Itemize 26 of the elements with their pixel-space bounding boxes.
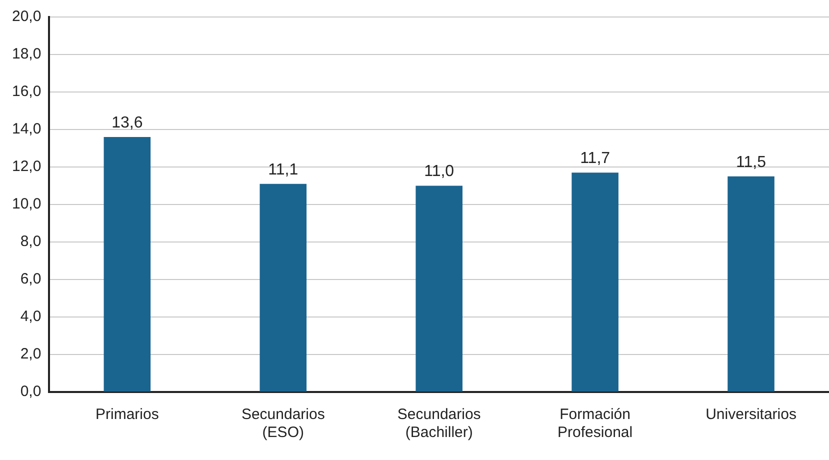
data-label: 13,6 [112,114,143,132]
data-label: 11,5 [736,154,766,171]
bar [104,137,151,392]
x-tick-label: Secundarios (Bachiller) [397,406,481,442]
y-tick-label: 0,0 [20,383,42,400]
y-tick-label: 4,0 [20,308,42,326]
x-tick-label: Primarios [96,406,159,424]
y-tick-label: 20,0 [12,8,42,26]
y-tick-label: 16,0 [12,83,42,100]
data-label: 11,0 [424,163,454,180]
y-tick-label: 10,0 [12,196,42,213]
bar [728,176,774,392]
x-tick-label: Secundarios (ESO) [241,406,325,442]
data-label: 11,7 [580,150,610,168]
y-tick-label: 2,0 [20,346,42,363]
y-tick-label: 18,0 [12,46,42,63]
x-tick-label: Universitarios [706,406,796,424]
bar [572,172,618,392]
x-tick-label: Formación Profesional [558,406,633,442]
y-tick-label: 14,0 [12,120,42,138]
bar [416,186,462,392]
y-tick-label: 6,0 [20,270,42,288]
data-label: 11,1 [268,161,298,178]
y-tick-label: 12,0 [12,158,42,176]
y-tick-label: 8,0 [20,233,42,250]
bar [260,184,307,392]
